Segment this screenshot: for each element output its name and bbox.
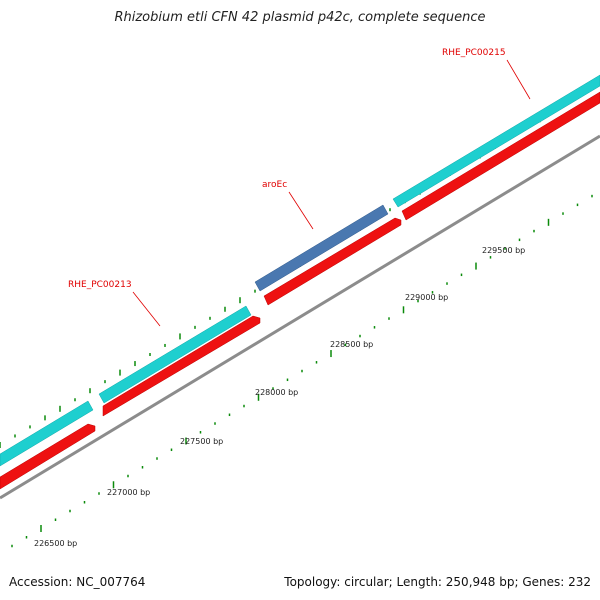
summary-text: Topology: circular; Length: 250,948 bp; … <box>284 575 591 589</box>
gene-reverse-3[interactable] <box>263 217 402 306</box>
gene-reverse-1[interactable] <box>0 423 96 490</box>
gene-rhe-pc00215[interactable] <box>392 74 600 208</box>
scale-label: 228500 bp <box>330 340 373 349</box>
label-leader-aroec <box>288 191 314 230</box>
accession-text: Accession: NC_007764 <box>9 575 146 589</box>
scale-label: 229500 bp <box>482 246 525 255</box>
gene-label-aroec[interactable]: aroEc <box>262 180 287 190</box>
forward-strand <box>0 74 600 467</box>
scale-label: 229000 bp <box>405 293 448 302</box>
sequence-backbone <box>0 134 600 500</box>
scale-label: 227500 bp <box>180 437 223 446</box>
label-leader-rhe-pc00215 <box>506 59 531 100</box>
reverse-strand <box>0 91 600 490</box>
map-title: Rhizobium etli CFN 42 plasmid p42c, comp… <box>114 10 486 25</box>
scale-label: 228000 bp <box>255 388 298 397</box>
gene-reverse-4[interactable] <box>401 91 600 221</box>
gene-label-rhe-pc00215[interactable]: RHE_PC00215 <box>442 48 506 58</box>
gene-rhe-pc00213[interactable] <box>98 305 252 404</box>
scale-label: 226500 bp <box>34 539 77 548</box>
gene-forward-1[interactable] <box>0 400 94 467</box>
label-leader-rhe-pc00213 <box>132 291 161 327</box>
scale-ticks <box>11 194 593 548</box>
scale-label: 227000 bp <box>107 488 150 497</box>
gene-label-rhe-pc00213[interactable]: RHE_PC00213 <box>68 280 132 290</box>
gene-aroec[interactable] <box>254 204 389 292</box>
gene-reverse-2[interactable] <box>102 315 261 417</box>
